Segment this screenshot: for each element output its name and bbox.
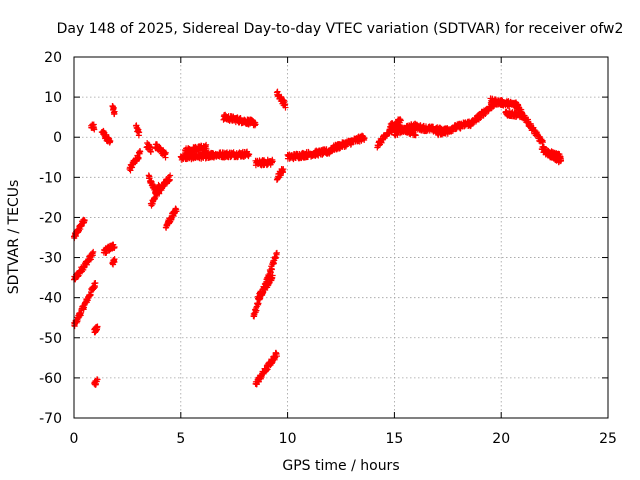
series-a11: [374, 116, 419, 151]
data-point: [73, 319, 80, 326]
y-tick-label: 10: [44, 90, 62, 106]
series-a12: [412, 97, 498, 139]
x-tick-label: 10: [279, 431, 297, 447]
data-points: [71, 88, 565, 388]
series-a2: [88, 121, 101, 388]
x-tick-label: 0: [70, 431, 79, 447]
data-point: [268, 266, 275, 273]
data-point: [280, 166, 287, 173]
series-a13: [487, 95, 547, 151]
x-axis-label: GPS time / hours: [282, 458, 399, 474]
data-point: [127, 167, 134, 174]
x-tick-label: 15: [385, 431, 403, 447]
y-tick-label: 20: [44, 50, 62, 66]
data-point: [167, 172, 174, 179]
y-tick-label: 0: [53, 130, 62, 146]
y-axis-label: SDTVAR / TECUs: [6, 180, 22, 295]
data-point: [111, 256, 118, 263]
series-a6: [177, 141, 253, 163]
chart-title: Day 148 of 2025, Sidereal Day-to-day VTE…: [57, 21, 624, 37]
y-tick-label: -10: [39, 170, 62, 186]
y-tick-label: -50: [39, 331, 62, 347]
series-a3: [98, 103, 118, 268]
data-point: [252, 121, 259, 128]
axis-ticks: [73, 56, 609, 419]
data-point: [111, 108, 118, 115]
x-tick-label: 25: [599, 431, 617, 447]
data-point: [173, 208, 180, 215]
plot-frame: [73, 56, 609, 419]
data-point: [269, 272, 276, 279]
data-point: [135, 154, 142, 161]
data-point: [107, 138, 114, 145]
data-point: [558, 156, 565, 163]
data-point: [91, 126, 98, 133]
data-point: [267, 269, 274, 276]
series-a9: [273, 88, 289, 183]
data-point: [137, 148, 144, 155]
x-tick-label: 20: [492, 431, 510, 447]
data-point: [136, 129, 143, 136]
x-tick-labels: 0 5 10 15 20 25: [70, 431, 617, 447]
data-point: [273, 249, 280, 256]
data-point: [246, 151, 253, 158]
x-tick-label: 5: [176, 431, 185, 447]
data-point: [81, 217, 88, 224]
data-point: [273, 353, 280, 360]
data-point: [147, 148, 154, 155]
data-point: [397, 117, 404, 124]
y-tick-labels: 20 10 0 -10 -20 -30 -40 -50 -60 -70: [39, 50, 62, 427]
data-point: [162, 149, 169, 156]
data-point: [412, 132, 419, 139]
y-tick-label: -60: [39, 371, 62, 387]
series-a1: [71, 216, 99, 330]
y-tick-label: -30: [39, 251, 62, 267]
y-tick-label: -20: [39, 210, 62, 226]
data-point: [94, 376, 101, 383]
y-tick-label: -40: [39, 291, 62, 307]
grid-lines: [74, 57, 608, 418]
data-point: [111, 243, 118, 250]
data-point: [90, 248, 97, 255]
series-a5: [145, 141, 180, 231]
series-a8: [250, 249, 280, 388]
series-a14: [538, 143, 565, 166]
data-point: [361, 135, 368, 142]
series-a4: [126, 122, 154, 174]
series-a7: [220, 111, 276, 169]
data-point: [92, 280, 99, 287]
y-tick-label: -70: [39, 411, 62, 427]
data-point: [94, 323, 101, 330]
data-point: [269, 158, 276, 165]
data-point: [282, 104, 289, 111]
series-a10: [284, 132, 368, 163]
